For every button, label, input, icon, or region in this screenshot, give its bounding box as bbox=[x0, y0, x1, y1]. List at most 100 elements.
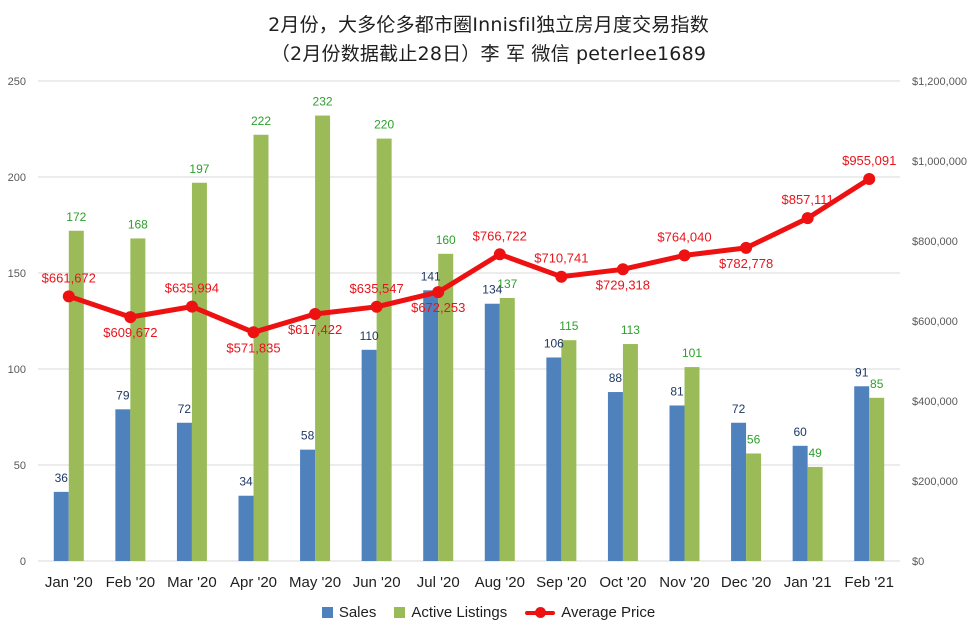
data-label-average-price: $857,111 bbox=[781, 192, 833, 207]
bar-sales[interactable] bbox=[423, 290, 439, 561]
data-label-sales: 134 bbox=[482, 283, 502, 297]
bar-sales[interactable] bbox=[361, 349, 377, 561]
line-average-price bbox=[66, 176, 872, 335]
data-label-average-price: $617,422 bbox=[288, 322, 342, 337]
data-label-average-price: $635,547 bbox=[350, 281, 404, 296]
bar-sales[interactable] bbox=[546, 357, 562, 561]
x-tick-label: Jan '21 bbox=[784, 574, 832, 591]
x-tick-label: Oct '20 bbox=[599, 574, 646, 591]
data-label-active-listings: 56 bbox=[747, 432, 761, 446]
data-label-average-price: $729,318 bbox=[596, 277, 650, 292]
bar-sales[interactable] bbox=[792, 445, 808, 561]
point-average-price[interactable] bbox=[555, 270, 568, 283]
bar-active-listings[interactable] bbox=[438, 253, 454, 562]
data-label-active-listings: 222 bbox=[251, 114, 271, 128]
point-average-price[interactable] bbox=[432, 286, 445, 299]
legend-item-active-listings[interactable]: Active Listings bbox=[394, 604, 507, 621]
bar-sales[interactable] bbox=[176, 422, 192, 561]
data-label-sales: 141 bbox=[421, 269, 441, 283]
data-label-sales: 72 bbox=[732, 402, 746, 416]
gridlines bbox=[38, 80, 900, 562]
data-label-average-price: $766,722 bbox=[473, 228, 527, 243]
bar-sales[interactable] bbox=[731, 422, 747, 561]
point-average-price[interactable] bbox=[62, 290, 75, 303]
point-average-price[interactable] bbox=[247, 326, 260, 339]
x-tick-label: Apr '20 bbox=[230, 574, 277, 591]
legend-item-average-price[interactable]: Average Price bbox=[525, 604, 655, 621]
point-average-price[interactable] bbox=[801, 212, 814, 225]
legend-label-average-price: Average Price bbox=[561, 604, 656, 621]
chart-title: 2月份，大多伦多都市圈Innisfil独立房月度交易指数 bbox=[268, 14, 709, 36]
point-average-price[interactable] bbox=[863, 172, 876, 185]
legend-label-sales: Sales bbox=[338, 604, 377, 621]
point-average-price[interactable] bbox=[309, 308, 322, 321]
labels-sales: 36 79 72 34 58 110 141 134 106 88 81 72 60 91 bbox=[55, 269, 869, 488]
x-tick-label: Mar '20 bbox=[167, 574, 217, 591]
data-label-active-listings: 115 bbox=[559, 319, 578, 333]
bar-active-listings[interactable] bbox=[561, 340, 577, 561]
bar-sales[interactable] bbox=[484, 303, 500, 561]
bar-active-listings[interactable] bbox=[622, 344, 638, 561]
x-tick-label: Jan '20 bbox=[45, 574, 93, 591]
bar-sales[interactable] bbox=[607, 392, 623, 561]
point-average-price[interactable] bbox=[678, 249, 691, 262]
y-right-tick-label: $0 bbox=[912, 556, 924, 568]
data-label-sales: 110 bbox=[360, 329, 379, 343]
data-label-active-listings: 197 bbox=[189, 162, 209, 176]
point-average-price[interactable] bbox=[124, 311, 137, 324]
data-label-average-price: $764,040 bbox=[657, 229, 711, 244]
point-average-price[interactable] bbox=[493, 248, 506, 261]
bar-active-listings[interactable] bbox=[746, 453, 762, 561]
y-left-tick-label: 150 bbox=[8, 268, 26, 280]
bar-sales[interactable] bbox=[669, 405, 685, 561]
bar-sales[interactable] bbox=[53, 491, 69, 561]
data-label-active-listings: 220 bbox=[374, 118, 394, 132]
data-label-average-price: $955,091 bbox=[842, 153, 896, 168]
data-label-active-listings: 232 bbox=[313, 95, 333, 109]
x-axis: Jan '20 Feb '20 Mar '20 Apr '20 May '20 Jun '… bbox=[45, 574, 894, 591]
legend-item-sales[interactable]: Sales bbox=[321, 604, 377, 621]
y-right-tick-label: $200,000 bbox=[912, 476, 958, 488]
point-average-price[interactable] bbox=[740, 241, 753, 254]
point-average-price[interactable] bbox=[185, 300, 198, 313]
bar-sales[interactable] bbox=[115, 409, 131, 561]
bar-active-listings[interactable] bbox=[376, 138, 392, 561]
data-label-active-listings: 113 bbox=[621, 323, 640, 337]
bar-active-listings[interactable] bbox=[315, 115, 331, 561]
legend-label-active-listings: Active Listings bbox=[411, 604, 508, 621]
bar-active-listings[interactable] bbox=[499, 297, 515, 561]
legend-swatch-average-price bbox=[525, 607, 556, 618]
bar-sales[interactable] bbox=[854, 386, 870, 561]
x-tick-label: Feb '20 bbox=[106, 574, 156, 591]
y-left-tick-label: 50 bbox=[14, 460, 26, 472]
bar-active-listings[interactable] bbox=[807, 466, 823, 561]
labels-average-price: $661,672 $609,672 $635,994 $571,835 $617,422… bbox=[42, 153, 897, 355]
data-label-average-price: $609,672 bbox=[103, 325, 157, 340]
y-right-tick-label: $400,000 bbox=[912, 396, 958, 408]
bar-active-listings[interactable] bbox=[684, 367, 700, 561]
y-right-tick-label: $1,000,000 bbox=[912, 156, 967, 168]
point-average-price[interactable] bbox=[370, 300, 383, 313]
data-label-sales: 88 bbox=[609, 371, 623, 385]
x-tick-label: Jul '20 bbox=[417, 574, 460, 591]
bar-active-listings[interactable] bbox=[253, 134, 269, 561]
bar-active-listings[interactable] bbox=[191, 182, 207, 561]
data-label-sales: 72 bbox=[178, 402, 192, 416]
x-tick-label: May '20 bbox=[289, 574, 341, 591]
bar-active-listings[interactable] bbox=[130, 238, 146, 561]
bar-active-listings[interactable] bbox=[869, 397, 885, 561]
x-tick-label: Dec '20 bbox=[721, 574, 771, 591]
bar-sales[interactable] bbox=[238, 495, 254, 561]
data-label-average-price: $782,778 bbox=[719, 256, 773, 271]
y-left-tick-label: 0 bbox=[20, 556, 26, 568]
bar-active-listings[interactable] bbox=[68, 230, 84, 561]
series-active-listings bbox=[68, 115, 885, 562]
data-label-average-price: $661,672 bbox=[42, 270, 96, 285]
data-label-sales: 91 bbox=[855, 365, 869, 379]
data-label-sales: 106 bbox=[544, 336, 564, 350]
point-average-price[interactable] bbox=[616, 263, 629, 276]
bar-sales[interactable] bbox=[300, 449, 316, 561]
y-right-tick-label: $1,200,000 bbox=[912, 76, 967, 88]
data-label-active-listings: 168 bbox=[128, 217, 148, 231]
